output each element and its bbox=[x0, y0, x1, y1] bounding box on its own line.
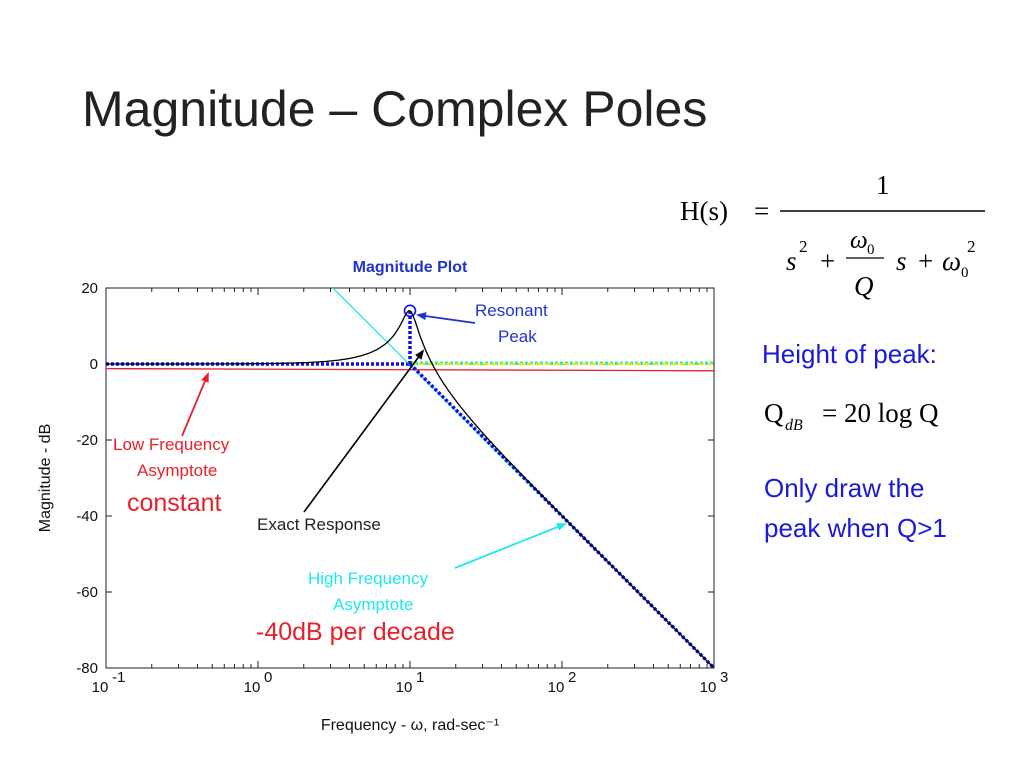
eq-den-Q: Q bbox=[854, 271, 874, 301]
height-of-peak-label: Height of peak: bbox=[762, 339, 937, 369]
x-tick-label: 10 bbox=[396, 679, 413, 696]
low-freq-arrow bbox=[181, 372, 209, 437]
slope-label: -40dB per decade bbox=[256, 618, 455, 646]
draw-peak-note: Only draw the peak when Q>1 bbox=[764, 468, 947, 548]
qdb-lhs: Q bbox=[764, 398, 784, 428]
x-tick-label: 10 bbox=[92, 679, 109, 696]
eq-den-w0: ω bbox=[850, 227, 868, 254]
annotation-high-freq: High Frequency Asymptote bbox=[308, 523, 567, 614]
draw-peak-note-line1: Only draw the bbox=[764, 473, 925, 503]
y-tick-labels: 20 0 -20 -40 -60 -80 bbox=[76, 280, 98, 677]
eq-den-s2: s bbox=[786, 246, 797, 276]
x-tick-label: 10 bbox=[700, 679, 717, 696]
y-tick-label: 20 bbox=[81, 280, 98, 297]
x-tick-label-exponent: 1 bbox=[416, 669, 424, 686]
x-tick-label: 10 bbox=[548, 679, 565, 696]
series-asymptote-high-line bbox=[408, 362, 714, 668]
y-tick-label: -20 bbox=[76, 432, 98, 449]
eq-den-plus2: + bbox=[918, 246, 933, 276]
eq-lhs: H(s) bbox=[680, 196, 728, 226]
annotation-high-freq-line2: Asymptote bbox=[333, 595, 413, 614]
eq-den-w0b-sub: 0 bbox=[961, 265, 969, 281]
x-tick-label-exponent: 0 bbox=[264, 669, 272, 686]
eq-equals: = bbox=[754, 196, 769, 226]
q-db-equation: Q dB = 20 log Q bbox=[764, 398, 939, 434]
slide-title: Magnitude – Complex Poles bbox=[82, 81, 708, 137]
y-axis-label: Magnitude - dB bbox=[37, 424, 54, 533]
draw-peak-note-line2: peak when Q>1 bbox=[764, 513, 947, 543]
exact-response-arrow bbox=[303, 349, 425, 513]
resonant-peak-marker bbox=[403, 304, 417, 318]
annotation-exact-response-line1: Exact Response bbox=[257, 515, 381, 534]
constant-label: constant bbox=[127, 489, 222, 517]
transfer-function-equation: H(s) = 1 s 2 + ω 0 Q s + ω 0 2 bbox=[680, 170, 985, 301]
eq-den-plus1: + bbox=[820, 246, 835, 276]
x-tick-label: 10 bbox=[244, 679, 261, 696]
axis-ticks bbox=[105, 287, 714, 669]
x-tick-label-exponent: -1 bbox=[112, 669, 125, 686]
annotation-low-freq-line2: Asymptote bbox=[137, 461, 217, 480]
chart-title: Magnitude Plot bbox=[353, 259, 468, 276]
y-tick-label: -80 bbox=[76, 660, 98, 677]
annotation-high-freq-line1: High Frequency bbox=[308, 569, 429, 588]
high-freq-arrow bbox=[454, 523, 567, 569]
y-tick-label: -40 bbox=[76, 508, 98, 525]
eq-den-s2-exp: 2 bbox=[799, 237, 808, 256]
series-exact-line bbox=[106, 310, 714, 668]
annotation-low-freq-line1: Low Frequency bbox=[113, 435, 230, 454]
annotation-resonant-peak-line2: Peak bbox=[498, 327, 537, 346]
x-tick-label-exponent: 2 bbox=[568, 669, 576, 686]
eq-den-w0-sub: 0 bbox=[867, 242, 875, 258]
eq-den-s: s bbox=[896, 246, 907, 276]
annotation-low-freq: Low Frequency Asymptote bbox=[113, 372, 230, 480]
qdb-subscript: dB bbox=[785, 417, 803, 434]
x-tick-label-exponent: 3 bbox=[720, 669, 728, 686]
eq-den-w0b: ω bbox=[942, 246, 961, 276]
annotation-resonant-peak: Resonant Peak bbox=[416, 301, 548, 346]
resonant-peak-arrow bbox=[416, 312, 476, 324]
y-tick-label: 0 bbox=[90, 356, 98, 373]
qdb-rhs: = 20 log Q bbox=[822, 398, 939, 428]
eq-den-w0b-exp: 2 bbox=[967, 237, 976, 256]
eq-numerator: 1 bbox=[876, 170, 890, 200]
y-tick-label: -60 bbox=[76, 584, 98, 601]
x-axis-label: Frequency - ω, rad-sec⁻¹ bbox=[321, 717, 499, 734]
annotation-exact-response: Exact Response bbox=[257, 349, 425, 534]
magnitude-plot: Magnitude Plot 200-20-40-60-80 10-110010… bbox=[37, 259, 729, 734]
annotation-resonant-peak-line1: Resonant bbox=[475, 301, 548, 320]
